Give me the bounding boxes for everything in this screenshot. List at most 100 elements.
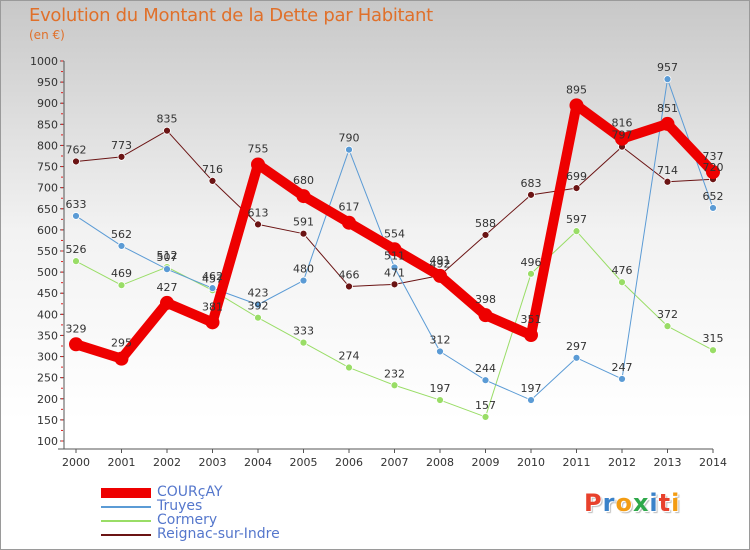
data-label-cour-ay-2001: 295 [111,337,132,350]
point-reignac-sur-indre-2005 [299,229,308,238]
series-truyes [72,75,717,404]
point-cour-ay-2003 [205,315,220,330]
data-labels-layer: 762 773 835 716 613 591 466 471 492 588 683 699 797 7… [66,61,724,412]
data-label-cour-ay-2004: 755 [248,142,269,155]
x-tick-label-2005: 2005 [290,456,318,469]
y-tick-label-200: 200 [37,393,58,406]
data-label-cormery-2006: 274 [339,350,360,363]
series-cour-ay [69,98,720,366]
x-tick-label-2008: 2008 [426,456,454,469]
point-cormery-2014 [709,346,717,355]
point-reignac-sur-indre-2000 [72,157,80,166]
logo-letter: o [615,489,633,517]
y-tick-label-350: 350 [37,329,58,342]
legend-label-courcay: COURçAY [157,484,223,500]
x-tick-label-2002: 2002 [153,456,181,469]
legend-swatch-reignac [101,534,151,536]
point-truyes-2012 [618,375,626,383]
chart-title: Evolution du Montant de la Dette par Hab… [29,5,433,26]
logo-letter: r [602,489,616,517]
point-cormery-2005 [299,338,308,347]
data-label-truyes-2008: 312 [430,333,451,346]
x-tick-label-2006: 2006 [335,456,363,469]
point-cour-ay-2009 [478,308,493,323]
proxiti-logo: Proxiti [584,489,680,517]
data-label-truyes-2007: 511 [384,249,405,262]
data-label-cour-ay-2014: 737 [703,150,724,163]
logo-letter: i [649,489,659,517]
point-truyes-2005 [299,276,308,285]
data-label-cour-ay-2009: 398 [475,293,496,306]
point-truyes-2002 [163,265,171,274]
data-label-reignac-sur-indre-2004: 613 [248,206,269,219]
data-label-reignac-sur-indre-2008: 492 [430,257,451,270]
data-label-cormery-2005: 333 [293,325,314,338]
data-label-cormery-2004: 392 [248,300,269,313]
point-cormery-2009 [481,413,490,421]
legend-item-courcay: COURçAY [101,484,401,500]
data-label-truyes-2001: 562 [111,228,132,241]
data-label-truyes-2011: 297 [566,340,587,353]
data-label-reignac-sur-indre-2003: 716 [202,163,223,176]
data-label-truyes-2012: 247 [612,361,633,374]
point-reignac-sur-indre-2009 [481,231,490,239]
point-truyes-2009 [481,376,490,385]
data-label-cour-ay-2000: 329 [66,322,87,335]
point-cormery-2006 [345,363,353,372]
x-tick-label-2013: 2013 [654,456,682,469]
data-label-cour-ay-2006: 617 [339,201,360,214]
data-label-cour-ay-2012: 816 [612,117,633,130]
point-cormery-2001 [117,281,126,290]
point-truyes-2013 [663,75,672,84]
y-tick-label-500: 500 [37,266,58,279]
data-label-reignac-sur-indre-2011: 699 [566,170,587,183]
legend-label-truyes: Truyes [157,498,203,514]
point-cour-ay-2005 [296,189,311,204]
data-label-cormery-2007: 232 [384,367,405,380]
unit-label: (en €) [29,28,65,42]
point-reignac-sur-indre-2011 [572,184,581,192]
y-tick-label-450: 450 [37,287,58,300]
point-cormery-2013 [663,322,672,331]
data-label-reignac-sur-indre-2001: 773 [111,139,132,152]
point-cour-ay-2006 [342,215,356,230]
x-tick-label-2003: 2003 [199,456,227,469]
point-cour-ay-2007 [387,242,402,257]
data-label-truyes-2013: 957 [657,61,678,74]
legend-swatch-truyes [101,506,151,508]
y-tick-label-1000: 1000 [30,55,58,68]
point-reignac-sur-indre-2007 [390,280,399,289]
series-reignac-sur-indre [72,126,717,291]
y-tick-label-950: 950 [37,76,58,89]
point-cour-ay-2008 [433,268,447,283]
data-label-cormery-2002: 512 [157,249,178,262]
point-reignac-sur-indre-2003 [208,177,217,185]
y-tick-label-750: 750 [37,161,58,174]
point-cour-ay-2012 [615,131,629,146]
point-cour-ay-2001 [114,351,129,366]
legend-swatch-courcay [101,488,151,498]
data-label-cormery-2003: 457 [202,272,223,285]
data-label-cour-ay-2011: 895 [566,83,587,96]
point-reignac-sur-indre-2004 [254,220,262,229]
legend: COURçAY Truyes Cormery Reignac-sur-Indre [101,484,401,542]
data-label-reignac-sur-indre-2007: 471 [384,266,405,279]
data-label-cour-ay-2002: 427 [157,281,178,294]
legend-item-cormery: Cormery [101,512,401,528]
logo-letter: x [632,489,650,517]
point-reignac-sur-indre-2002 [163,126,171,135]
y-tick-label-250: 250 [37,372,58,385]
point-truyes-2006 [345,145,353,154]
y-tick-label-650: 650 [37,203,58,216]
logo-letter: i [671,489,681,517]
data-label-cormery-2000: 526 [66,243,87,256]
data-label-cormery-2014: 315 [703,332,724,345]
y-tick-label-700: 700 [37,182,58,195]
point-truyes-2011 [572,353,581,362]
point-cour-ay-2000 [69,337,83,352]
data-label-cour-ay-2013: 851 [657,102,678,115]
point-reignac-sur-indre-2013 [663,177,672,186]
legend-item-reignac: Reignac-sur-Indre [101,526,401,542]
data-label-reignac-sur-indre-2006: 466 [339,268,360,281]
